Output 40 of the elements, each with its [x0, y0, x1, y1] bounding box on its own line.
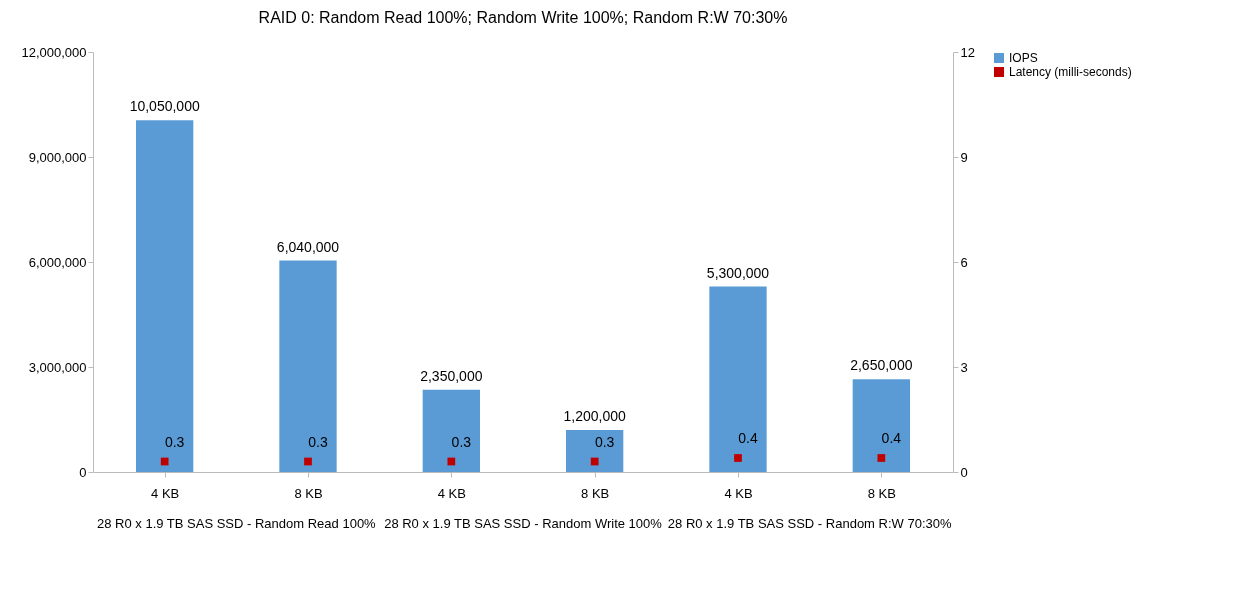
bar: [852, 379, 910, 472]
bar: [422, 389, 480, 472]
x-tick-label: 8 KB: [581, 485, 610, 501]
data-label: 0.3: [164, 433, 185, 450]
x-tick-label: 4 KB: [724, 485, 753, 501]
y2-tick-label: 3: [960, 359, 968, 375]
data-label: 5,300,000: [706, 264, 770, 281]
y-tick-label: 6,000,000: [28, 254, 87, 270]
bar: [566, 430, 624, 472]
y2-tick-label: 0: [960, 464, 968, 480]
data-label: 1,200,000: [563, 408, 627, 424]
data-label: 2,350,000: [420, 367, 483, 384]
data-label: 2,650,000: [850, 357, 913, 374]
x-tick-label: 4 KB: [437, 485, 466, 501]
bar: [279, 260, 337, 472]
data-label: 0.4: [738, 430, 758, 446]
y2-tick-label: 12: [960, 44, 975, 60]
data-label: 6,040,000: [276, 238, 340, 255]
legend-label: IOPS: [1009, 51, 1038, 65]
data-label: 0.3: [594, 433, 615, 450]
data-label: 0.3: [308, 433, 328, 450]
data-label: 0.3: [451, 433, 472, 450]
y-tick-label: 0: [79, 464, 87, 480]
x-tick-label: 4 KB: [151, 485, 180, 501]
chart-title: RAID 0: Random Read 100%; Random Write 100%; Random R:W 70:30%: [258, 9, 788, 26]
y-tick-label: 9,000,000: [28, 149, 87, 165]
text: 28 R0 x 1.9 TB SAS SSD - Random Write 100%: [384, 516, 663, 531]
y-tick-label: 3,000,000: [28, 359, 87, 375]
data-label: 10,050,000: [129, 98, 200, 115]
text: 28 R0 x 1.9 TB SAS SSD - Random R:W 70:30%: [667, 516, 952, 531]
legend-label: Latency (milli-seconds): [1009, 65, 1132, 79]
bar: [709, 286, 767, 472]
y2-tick-label: 9: [960, 149, 968, 165]
y2-tick-label: 6: [960, 254, 968, 270]
x-tick-label: 8 KB: [294, 485, 323, 501]
text: 28 R0 x 1.9 TB SAS SSD - Random Read 100%: [96, 516, 377, 531]
data-label: 0.4: [881, 430, 902, 446]
y-tick-label: 12,000,000: [21, 44, 87, 60]
x-tick-label: 8 KB: [867, 485, 896, 501]
bar: [136, 120, 194, 472]
